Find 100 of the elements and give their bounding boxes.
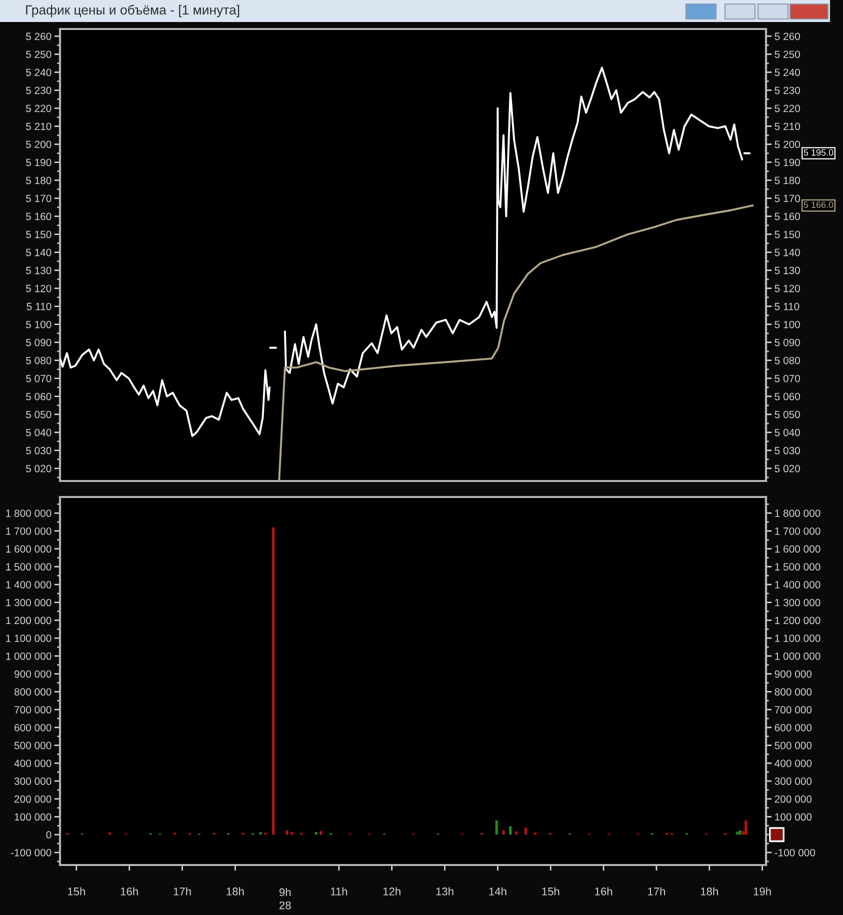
y2-tick-label: 5 220 (774, 104, 800, 112)
bar (495, 820, 498, 835)
y-tick-label: 5 260 (26, 32, 52, 40)
x-tick-label: 11h (330, 887, 348, 896)
bar (738, 830, 742, 835)
y-tick-label: -100 000 (11, 848, 52, 856)
y2-tick-label: 5 060 (774, 392, 800, 400)
y2-tick-label: 5 040 (774, 428, 800, 436)
bar (524, 828, 528, 835)
y2-tick-label: -100 000 (774, 848, 816, 856)
y2-tick-label: 1 200 000 (775, 616, 820, 624)
y-tick-label: 5 180 (26, 176, 52, 184)
y-tick-label: 1 800 000 (6, 510, 52, 517)
y-tick-label: 5 100 (26, 320, 52, 328)
y2-tick-label: 5 230 (774, 86, 800, 94)
y-tick-label: 5 090 (26, 338, 52, 346)
y-tick-label: 5 140 (26, 248, 52, 256)
y2-tick-label: 300 000 (774, 778, 812, 785)
y2-tick-label: 5 210 (774, 122, 800, 130)
y-tick-label: 600 000 (14, 724, 52, 732)
y2-tick-label: 5 140 (774, 248, 800, 256)
y-tick-label: 5 120 (26, 284, 52, 292)
y-tick-label: 5 020 (26, 464, 52, 472)
y2-tick-label: 5 170 (774, 194, 800, 202)
y-tick-label: 5 190 (26, 158, 52, 166)
y-tick-label: 5 040 (26, 428, 52, 436)
y2-tick-label: 5 120 (774, 284, 800, 292)
y2-tick-label: 800 000 (774, 688, 812, 696)
y-tick-label: 800 000 (14, 688, 52, 696)
y-tick-label: 5 130 (26, 266, 52, 274)
y-tick-label: 1 400 000 (6, 581, 52, 588)
x-tick-label: 18h (700, 887, 718, 896)
y2-tick-label: 5 090 (774, 338, 800, 346)
x-tick-label: 13h (436, 887, 454, 896)
y-tick-label: 5 240 (26, 68, 52, 76)
chart-title: График цены и объёма - [1 минута] (26, 4, 240, 18)
y-tick-label: 5 150 (26, 230, 52, 238)
y2-tick-label: 5 110 (774, 302, 800, 310)
y-tick-label: 5 170 (26, 194, 52, 202)
x-tick-label: 19h (754, 887, 771, 896)
y-tick-label: 900 000 (14, 670, 52, 678)
y-tick-label: 5 070 (26, 374, 52, 382)
y2-tick-label: 100 000 (775, 813, 812, 821)
y-tick-label: 1 300 000 (6, 598, 52, 606)
y2-tick-label: 5 020 (774, 464, 800, 472)
y-tick-label: 1 000 000 (6, 652, 52, 660)
y-tick-label: 5 160 (26, 212, 52, 220)
x-tick-label: 17h (174, 887, 191, 896)
bar (502, 830, 505, 835)
y-tick-label: 5 220 (26, 104, 52, 112)
text: 5 195.0 (804, 149, 834, 156)
x-tick-label: 18h (226, 887, 244, 896)
y-tick-label: 100 000 (14, 813, 52, 821)
y-tick-label: 5 030 (26, 446, 52, 454)
y-tick-label: 5 110 (26, 302, 52, 310)
y2-tick-label: 5 250 (774, 50, 800, 58)
y-tick-label: 300 000 (14, 778, 52, 785)
y2-tick-label: 5 080 (774, 356, 800, 364)
y2-tick-label: 5 190 (774, 158, 800, 166)
y-tick-label: 1 100 000 (6, 634, 52, 642)
y-tick-label: 200 000 (14, 795, 52, 803)
y2-tick-label: 900 000 (774, 670, 812, 678)
y-tick-label: 5 250 (26, 50, 52, 58)
y2-tick-label: 5 130 (774, 266, 800, 274)
y-tick-label: 5 080 (26, 356, 52, 364)
y-tick-label: 1 500 000 (6, 563, 52, 571)
y2-tick-label: 5 160 (774, 212, 800, 220)
y-tick-label: 0 (46, 831, 52, 839)
bar (314, 832, 318, 835)
y2-tick-label: 1 400 000 (775, 581, 820, 588)
bar (286, 830, 288, 835)
y-tick-label: 5 200 (26, 140, 52, 148)
y-tick-label: 5 050 (26, 410, 52, 418)
x-tick-label: 16h (120, 887, 138, 896)
x-tick-label: 15h (542, 887, 560, 896)
y2-tick-label: 1 300 000 (775, 598, 820, 606)
bar (290, 832, 294, 835)
y-tick-label: 700 000 (14, 706, 52, 714)
y2-tick-label: 600 000 (774, 724, 812, 732)
y2-tick-label: 5 100 (774, 320, 800, 328)
y-tick-label: 1 200 000 (6, 616, 52, 624)
y2-tick-label: 5 070 (774, 374, 800, 382)
y2-tick-label: 1 500 000 (775, 563, 820, 571)
y2-tick-label: 1 700 000 (775, 527, 820, 535)
y2-tick-label: 1 800 000 (775, 510, 820, 517)
y2-tick-label: 1 000 000 (775, 652, 820, 660)
y2-tick-label: 5 200 (774, 140, 800, 148)
x-tick-label: 17h (648, 887, 665, 896)
bar (744, 820, 748, 835)
y2-tick-label: 5 180 (774, 176, 800, 184)
x-tick-label: 12h (383, 887, 400, 896)
y2-tick-label: 1 600 000 (775, 545, 820, 553)
y-tick-label: 1 600 000 (6, 545, 52, 553)
x-tick-label: 16h (595, 887, 612, 896)
y2-tick-label: 5 050 (774, 410, 800, 418)
y2-tick-label: 400 000 (774, 760, 812, 768)
y2-tick-label: 700 000 (774, 706, 812, 714)
y-tick-label: 5 060 (26, 392, 52, 400)
x-tick-label: 14h (489, 887, 506, 896)
bar (259, 832, 262, 835)
